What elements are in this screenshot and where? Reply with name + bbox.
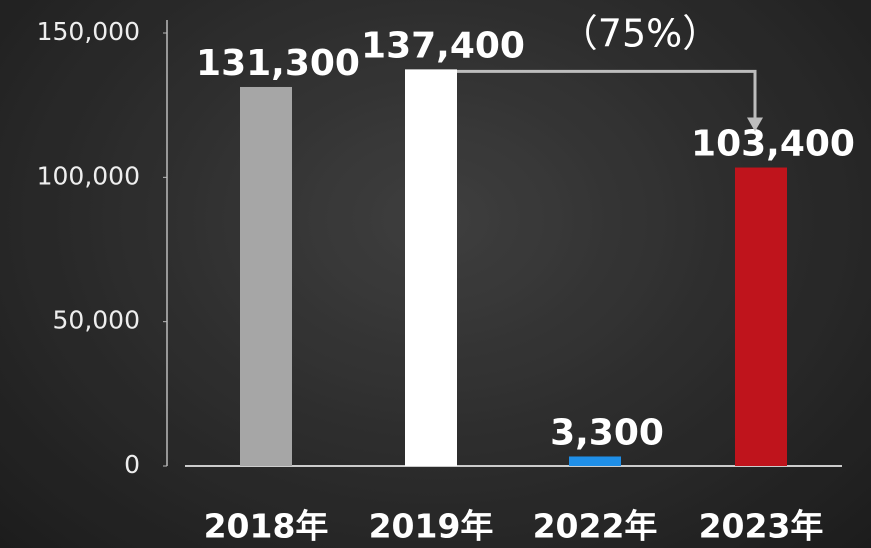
bar <box>405 69 457 466</box>
y-tick-label: 0 <box>124 450 140 479</box>
value-label: 103,400 <box>691 124 855 165</box>
bar <box>240 87 292 466</box>
bar <box>569 456 621 466</box>
chart: 0 50,000 100,000 150,000 2018年 131,300 2019年 13… <box>0 0 871 548</box>
x-tick-label: 2023年 <box>699 507 824 546</box>
value-label: 131,300 <box>196 43 360 84</box>
annotation: （75%） <box>560 12 720 56</box>
y-tick-label: 100,000 <box>37 161 140 190</box>
y-tick-label: 50,000 <box>53 306 140 335</box>
bar <box>735 168 787 466</box>
x-tick-label: 2019年 <box>369 507 494 546</box>
value-label: 3,300 <box>550 412 664 453</box>
x-tick-label: 2022年 <box>533 507 658 546</box>
value-label: 137,400 <box>361 25 525 66</box>
y-tick-label: 150,000 <box>37 17 140 46</box>
x-tick-label: 2018年 <box>204 507 329 546</box>
